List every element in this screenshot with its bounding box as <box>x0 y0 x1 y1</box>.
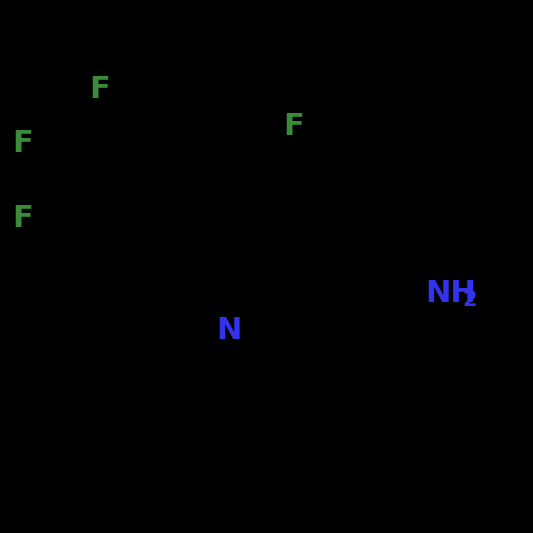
Text: F: F <box>12 204 33 233</box>
Text: F: F <box>12 130 33 158</box>
Text: F: F <box>284 112 304 141</box>
Text: NH: NH <box>426 279 477 308</box>
Text: N: N <box>216 316 242 345</box>
Text: 2: 2 <box>462 289 477 310</box>
Text: F: F <box>90 75 110 104</box>
